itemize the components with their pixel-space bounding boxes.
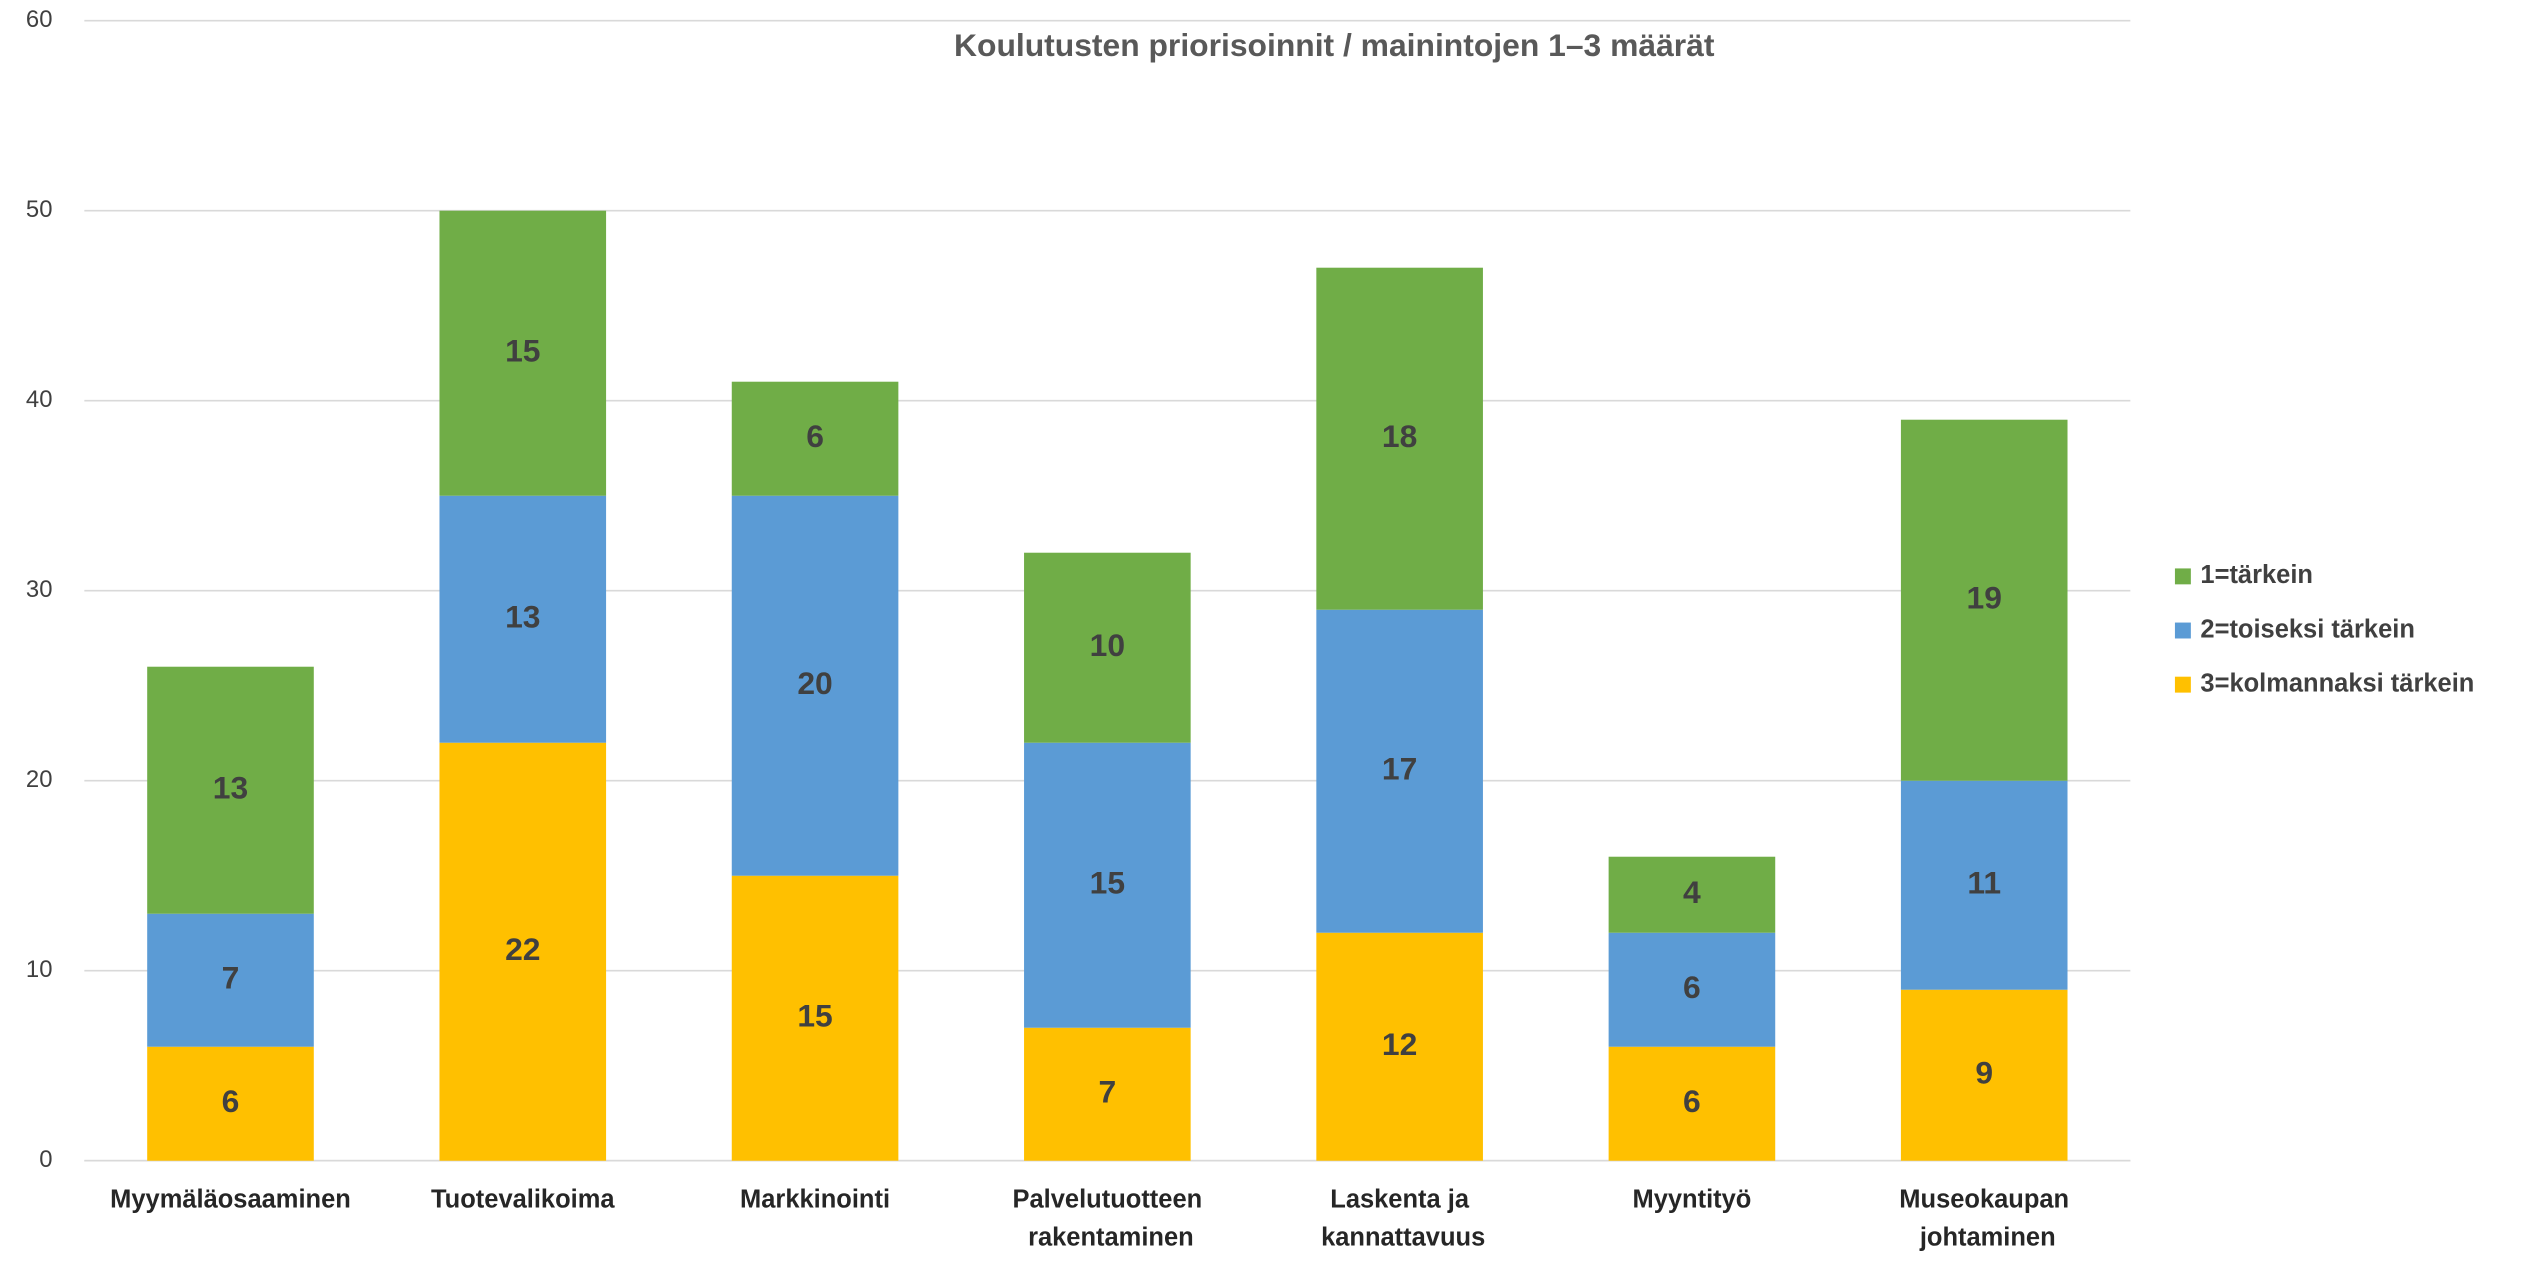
bar-segment bbox=[147, 666, 314, 914]
data-label: 13 bbox=[213, 770, 248, 806]
bar-segment bbox=[1608, 1046, 1776, 1161]
x-tick-label: Markkinointi bbox=[740, 1185, 890, 1213]
data-label: 7 bbox=[222, 960, 240, 996]
y-tick-label: 10 bbox=[26, 956, 53, 983]
data-label: 17 bbox=[1382, 751, 1417, 787]
bar-segment bbox=[731, 875, 899, 1161]
legend-swatch bbox=[2174, 622, 2191, 639]
legend-swatch bbox=[2174, 676, 2191, 693]
y-tick-label: 50 bbox=[26, 196, 53, 223]
bar-segment bbox=[1316, 932, 1483, 1161]
x-tick-label: Myyntityö bbox=[1632, 1185, 1751, 1213]
chart-title: Koulutusten priorisoinnit / mainintojen … bbox=[954, 27, 1715, 63]
bar-segment bbox=[1024, 742, 1191, 1028]
legend-label: 3=kolmannaksi tärkein bbox=[2200, 669, 2474, 697]
data-label: 6 bbox=[1683, 1083, 1701, 1119]
bar-segment bbox=[1316, 609, 1483, 933]
bar-segment bbox=[147, 913, 314, 1047]
data-label: 18 bbox=[1382, 418, 1417, 454]
background bbox=[12, 0, 2510, 1269]
bar-segment bbox=[147, 1046, 314, 1161]
data-label: 20 bbox=[797, 665, 832, 701]
bar-segment bbox=[1316, 267, 1483, 610]
bar-segment bbox=[1608, 856, 1776, 933]
data-label: 4 bbox=[1683, 874, 1701, 910]
bar-segment bbox=[731, 381, 899, 496]
data-label: 11 bbox=[1967, 865, 2001, 901]
data-label: 19 bbox=[1967, 580, 2002, 616]
bar-segment bbox=[731, 495, 899, 876]
data-label: 6 bbox=[1683, 969, 1701, 1005]
legend-label: 2=toiseksi tärkein bbox=[2200, 615, 2414, 643]
y-tick-label: 30 bbox=[26, 576, 53, 603]
bar-segment bbox=[1024, 552, 1191, 743]
x-tick-label: Palvelutuotteen rakentaminen bbox=[1013, 1185, 1203, 1251]
y-tick-label: 40 bbox=[26, 386, 53, 413]
data-label: 7 bbox=[1098, 1074, 1116, 1110]
bar-segment bbox=[439, 495, 607, 743]
legend-swatch bbox=[2174, 568, 2191, 585]
bar-segment bbox=[439, 210, 607, 496]
x-tick-label: Laskenta ja kannattavuus bbox=[1314, 1185, 1485, 1251]
bar-segment bbox=[1900, 419, 2068, 781]
y-tick-label: 60 bbox=[26, 6, 53, 33]
data-label: 6 bbox=[222, 1083, 240, 1119]
bar-segment bbox=[1900, 989, 2068, 1161]
data-label: 12 bbox=[1382, 1026, 1417, 1062]
bar-segment bbox=[439, 742, 607, 1161]
data-label: 10 bbox=[1090, 627, 1125, 663]
data-label: 13 bbox=[505, 599, 540, 635]
data-label: 6 bbox=[806, 418, 824, 454]
data-label: 15 bbox=[797, 998, 832, 1034]
bar-segment bbox=[1608, 932, 1776, 1047]
data-label: 15 bbox=[1090, 865, 1125, 901]
legend-label: 1=tärkein bbox=[2200, 561, 2313, 589]
data-label: 22 bbox=[505, 931, 540, 967]
bar-segment bbox=[1900, 780, 2068, 990]
data-label: 15 bbox=[505, 333, 540, 369]
x-tick-label: Myymäläosaaminen bbox=[110, 1185, 351, 1213]
data-label: 9 bbox=[1975, 1055, 1993, 1091]
bar-segment bbox=[1024, 1027, 1191, 1161]
x-tick-label: Tuotevalikoima bbox=[431, 1185, 615, 1213]
y-tick-label: 20 bbox=[26, 766, 53, 793]
x-tick-label: Museokaupan johtaminen bbox=[1899, 1185, 2069, 1251]
y-tick-label: 0 bbox=[39, 1146, 52, 1173]
